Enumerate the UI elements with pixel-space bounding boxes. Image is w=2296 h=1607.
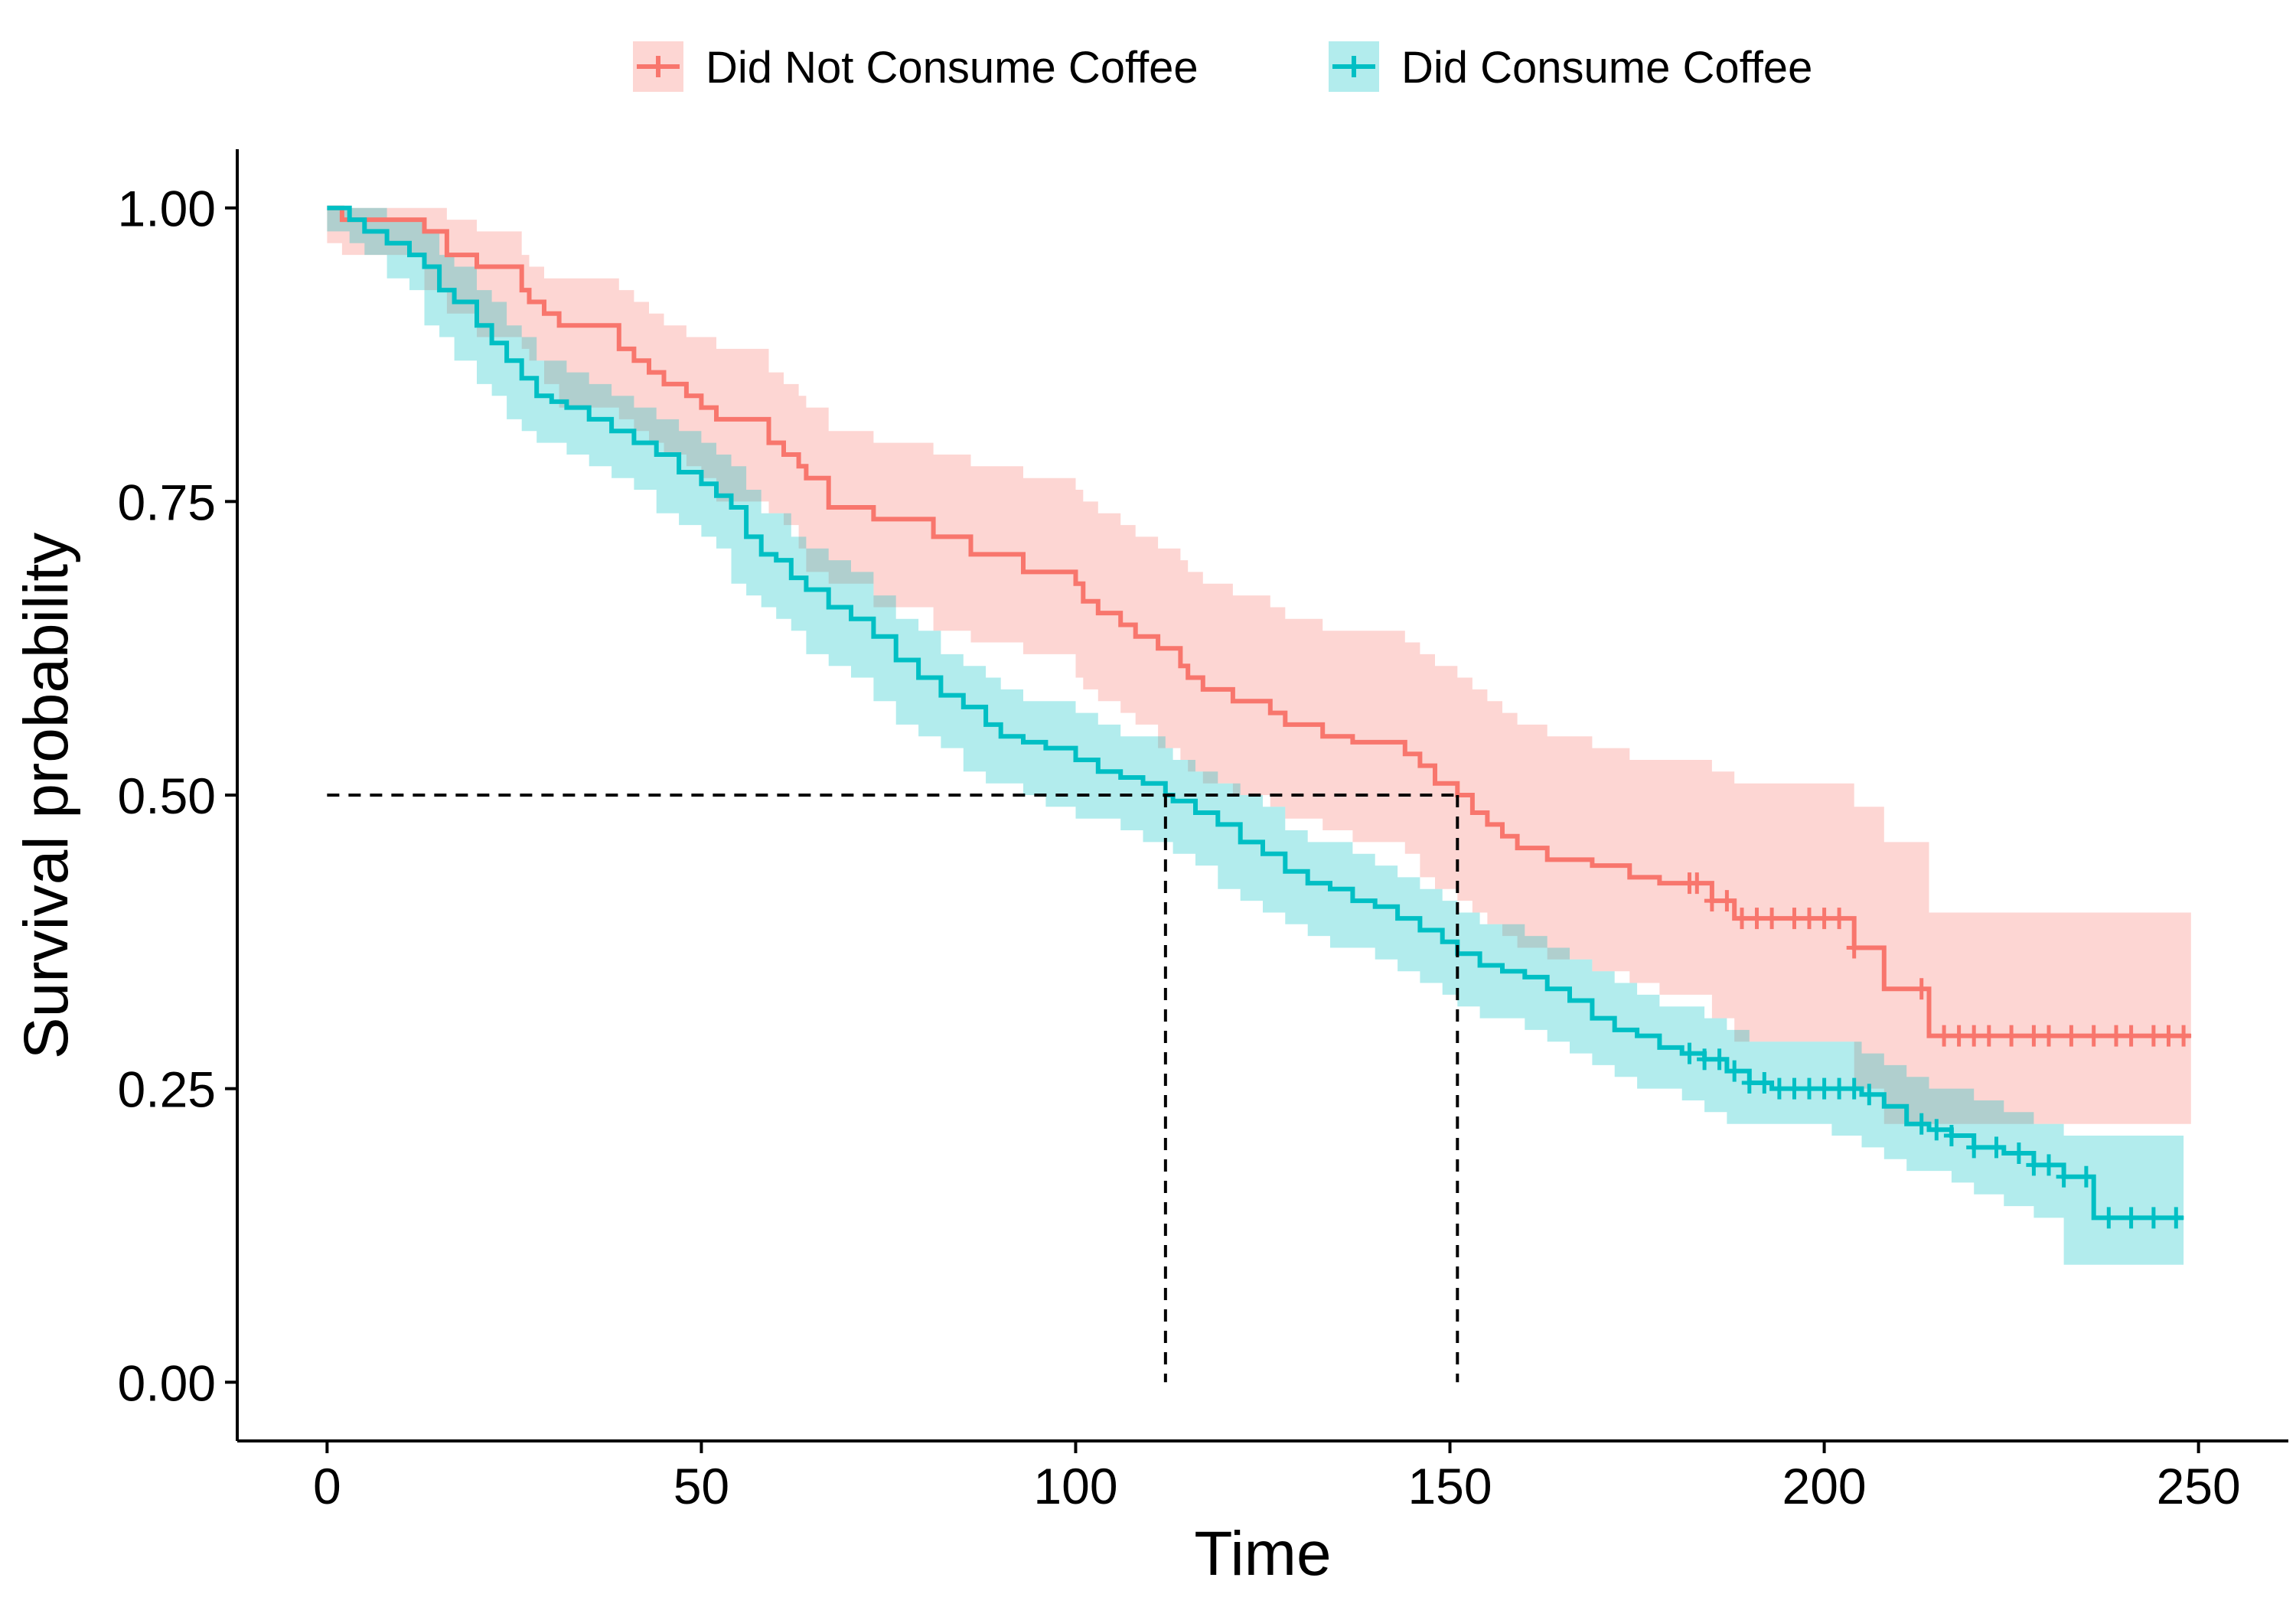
plot-area (327, 205, 2192, 1383)
y-axis-title: Survival probability (11, 533, 81, 1059)
x-tick-label: 150 (1407, 1458, 1492, 1514)
y-tick-label: 0.50 (118, 768, 216, 824)
legend-item-did-consume-coffee[interactable]: Did Consume Coffee (1329, 41, 1812, 93)
legend-label: Did Not Consume Coffee (706, 43, 1199, 93)
y-tick-label: 0.25 (118, 1061, 216, 1118)
survival-line-series-0[interactable] (327, 205, 2191, 1038)
confidence-band-series-1 (327, 207, 2184, 1265)
legend: Did Not Consume Coffee Did Consume Coffe… (633, 41, 1812, 93)
x-tick-label: 50 (673, 1458, 729, 1514)
x-tick-label: 250 (2157, 1458, 2241, 1514)
y-tick-label: 1.00 (118, 181, 216, 237)
y-tick-label: 0.00 (118, 1354, 216, 1411)
axes: 0 50 100 150 200 250 0.00 0.25 0.50 0.75 1.00 (118, 149, 2288, 1514)
y-tick-label: 0.75 (118, 474, 216, 530)
x-tick-label: 200 (1782, 1458, 1867, 1514)
legend-label: Did Consume Coffee (1401, 43, 1812, 93)
x-tick-label: 100 (1033, 1458, 1117, 1514)
confidence-band-series-0 (327, 207, 2191, 1124)
x-axis-title: Time (1194, 1519, 1331, 1589)
legend-item-did-not-consume-coffee[interactable]: Did Not Consume Coffee (633, 41, 1199, 93)
x-tick-label: 0 (313, 1458, 341, 1514)
